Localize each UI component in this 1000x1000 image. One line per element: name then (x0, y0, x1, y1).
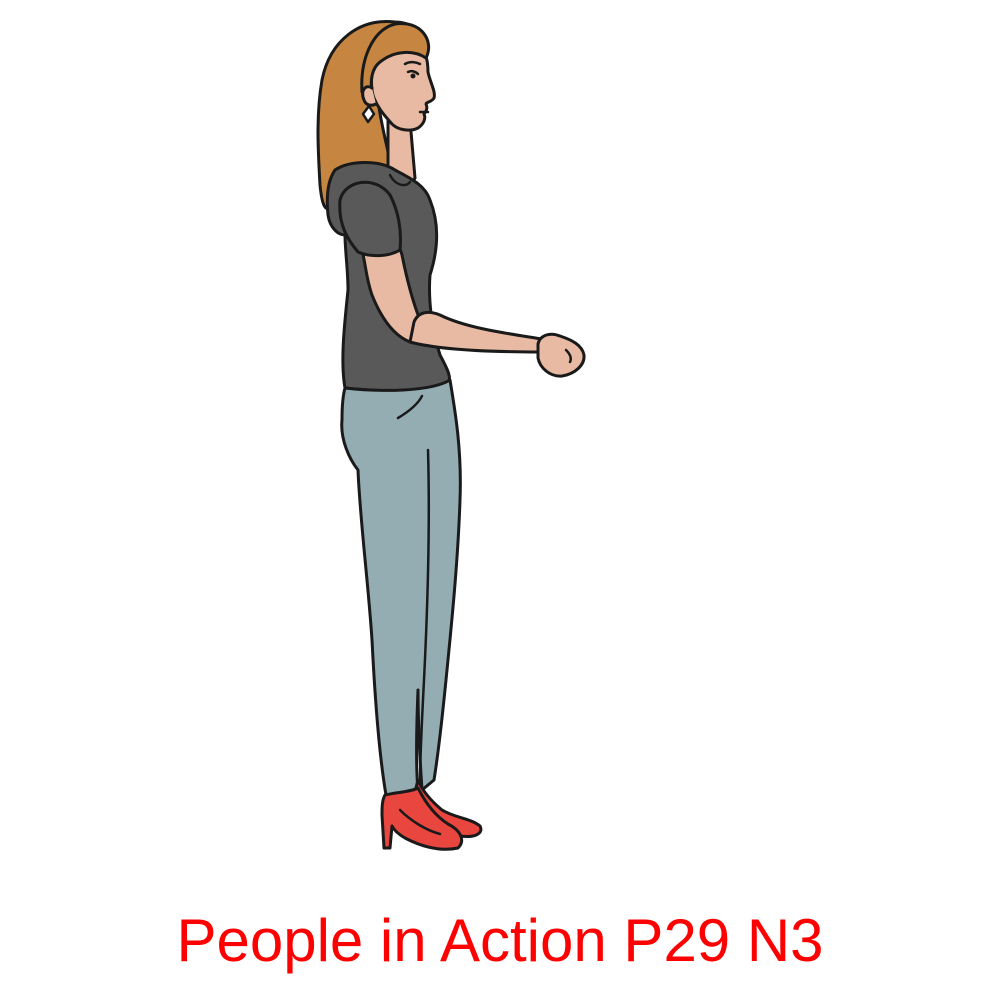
sleeve (338, 180, 402, 258)
earring-icon (361, 104, 376, 124)
knuckles (564, 348, 573, 364)
collar (388, 173, 412, 187)
hair-front (360, 22, 431, 94)
jeans-pocket (396, 394, 424, 420)
person-standing-illustration (316, 20, 586, 851)
ear (361, 85, 378, 107)
eye (406, 69, 420, 76)
shoe-front-strap (398, 808, 442, 836)
eyebrow (403, 60, 422, 66)
caption-title: People in Action P29 N3 (176, 907, 824, 974)
shoe-front (380, 786, 464, 851)
jeans (340, 378, 462, 797)
forearm (408, 310, 550, 354)
eye-pupil (410, 73, 416, 79)
hand (536, 332, 586, 378)
leg-seam (418, 448, 431, 787)
